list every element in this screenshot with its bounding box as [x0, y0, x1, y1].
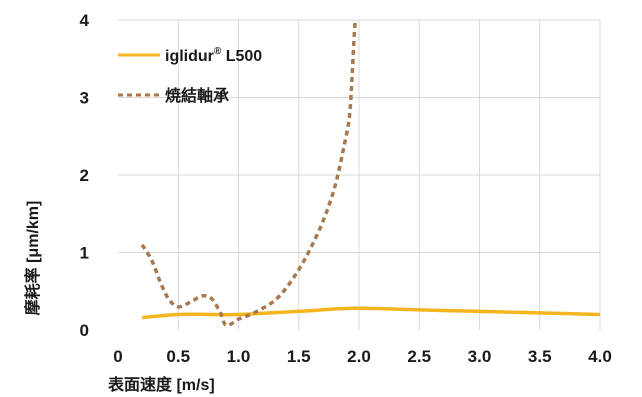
series	[140, 19, 601, 328]
x-tick-label: 2.0	[347, 347, 371, 366]
x-tick-label: 4.0	[588, 347, 612, 366]
y-tick-label: 3	[80, 89, 89, 108]
y-tick-label: 1	[80, 244, 89, 263]
series-line-sintered-bearing	[140, 19, 358, 328]
x-tick-label: 1.0	[227, 347, 251, 366]
x-tick-label: 1.5	[287, 347, 311, 366]
x-tick-label: 0	[113, 347, 122, 366]
legend-label: 焼結軸承	[165, 86, 229, 105]
y-tick-label: 0	[80, 321, 89, 340]
x-tick-label: 3.5	[528, 347, 552, 366]
y-axis-title: 摩耗率 [μm/km]	[23, 201, 42, 316]
y-axis-ticks: 0 1 2 3 4	[80, 11, 90, 340]
y-tick-label: 2	[80, 166, 89, 185]
x-axis-ticks: 0 0.5 1.0 1.5 2.0 2.5 3.0 3.5 4.0	[113, 347, 612, 366]
grid	[118, 19, 601, 330]
legend: iglidur® L500 焼結軸承	[118, 46, 262, 105]
x-axis-title: 表面速度 [m/s]	[107, 375, 215, 394]
series-line-iglidur-l500	[141, 306, 601, 320]
x-tick-label: 3.0	[468, 347, 492, 366]
y-tick-label: 4	[80, 11, 90, 30]
legend-label: iglidur® L500	[165, 46, 262, 65]
x-tick-label: 0.5	[166, 347, 190, 366]
x-tick-label: 2.5	[407, 347, 431, 366]
